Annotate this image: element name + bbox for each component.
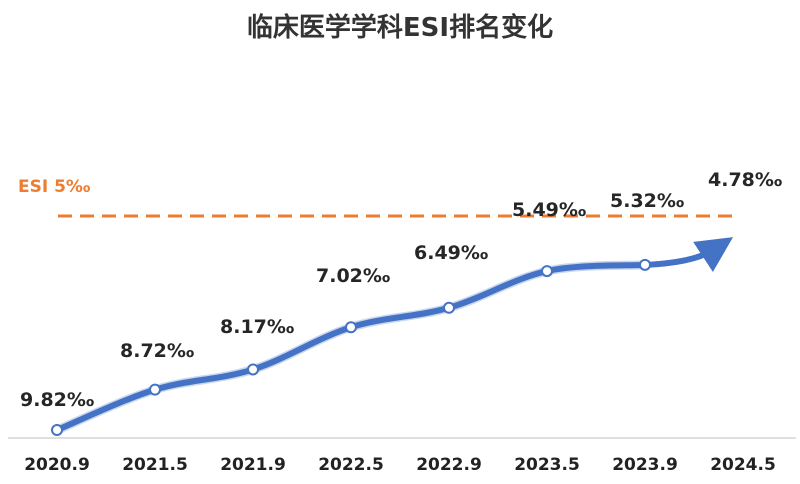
data-point [149, 383, 161, 396]
data-labels: 9.82‰ 8.72‰ 8.17‰ 7.02‰ 6.49‰ 5.49‰ 5.32‰ 4.78‰ [20, 169, 782, 411]
data-point [247, 363, 259, 376]
chart-title: 临床医学学科ESI排名变化 [247, 12, 553, 43]
data-point [51, 424, 63, 436]
data-point [541, 265, 553, 278]
data-label: 5.32‰ [610, 190, 684, 212]
x-tick-label: 2024.5 [710, 455, 776, 475]
data-label: 7.02‰ [316, 265, 390, 287]
data-label: 8.72‰ [120, 340, 194, 362]
data-label: 9.82‰ [20, 389, 94, 411]
x-axis-ticks: 2020.9 2021.5 2021.9 2022.5 2022.9 2023.5 2023… [24, 455, 776, 475]
x-tick-label: 2020.9 [24, 455, 90, 475]
x-tick-label: 2021.9 [220, 455, 286, 475]
x-tick-label: 2022.5 [318, 455, 384, 475]
x-tick-label: 2023.5 [514, 455, 580, 475]
data-point [639, 258, 651, 271]
x-tick-label: 2022.9 [416, 455, 482, 475]
x-tick-label: 2021.5 [122, 455, 188, 475]
data-label: 8.17‰ [220, 316, 294, 338]
data-point [345, 321, 357, 334]
series-arrow [642, 237, 734, 272]
data-label: 5.49‰ [512, 199, 586, 221]
esi-reference-label: ESI 5‰ [18, 177, 91, 197]
data-label: 4.78‰ [708, 169, 782, 191]
data-label: 6.49‰ [414, 242, 488, 264]
data-point [443, 301, 455, 314]
x-tick-label: 2023.9 [612, 455, 678, 475]
series-group [51, 237, 734, 436]
